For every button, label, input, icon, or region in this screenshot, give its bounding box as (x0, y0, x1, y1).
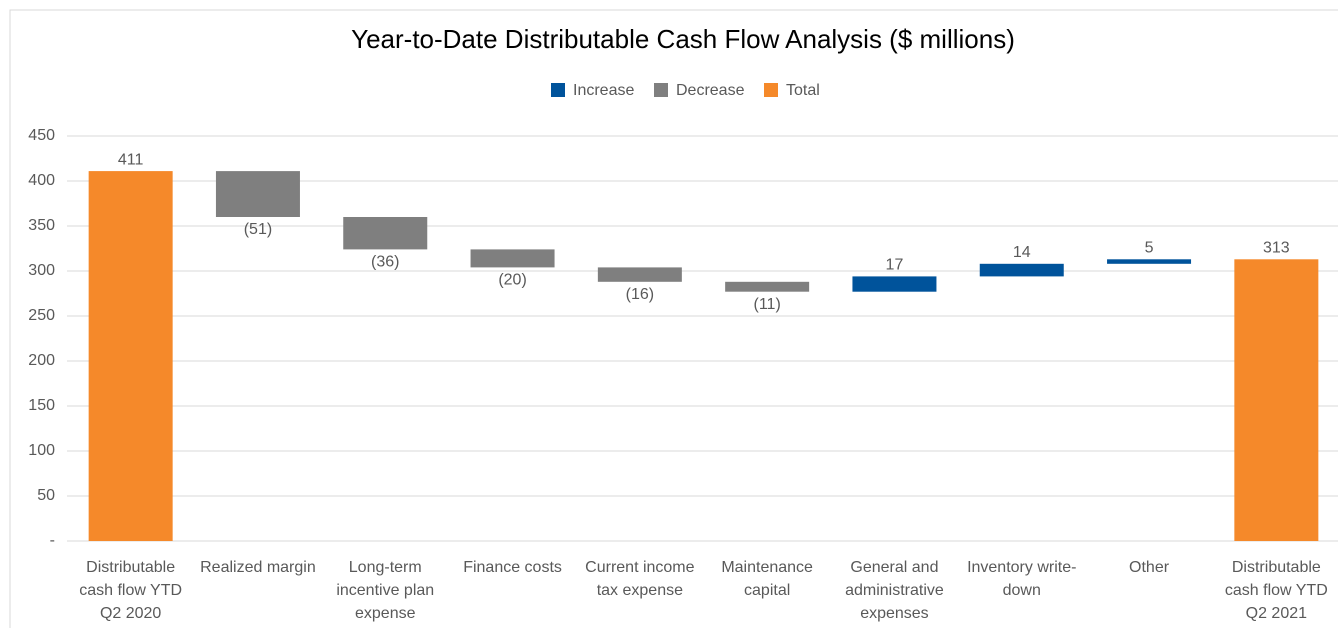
data-label: 5 (1145, 240, 1154, 257)
y-tick-label: 300 (28, 262, 55, 279)
legend-label: Total (786, 82, 820, 99)
legend-swatch (654, 83, 668, 97)
y-tick-label: 450 (28, 127, 55, 144)
x-tick-label: Maintenance capital (721, 559, 813, 599)
x-tick-label: Distributable cash flow YTD Q2 2020 (79, 559, 183, 622)
legend-swatch (764, 83, 778, 97)
data-label: 14 (1013, 244, 1031, 261)
bar (215, 171, 300, 217)
legend-swatch (551, 83, 565, 97)
bar (1234, 259, 1319, 541)
data-label: (20) (498, 272, 526, 289)
x-tick-label: Inventory write-down (967, 559, 1077, 599)
data-label: (16) (626, 286, 654, 303)
x-tick-label: Other (1129, 559, 1170, 576)
y-tick-label: - (50, 532, 55, 549)
x-tick-label: Finance costs (463, 559, 562, 576)
x-tick-label: Current income tax expense (585, 559, 695, 599)
chart-border (9, 9, 1338, 628)
x-tick-label: General and administrative expenses (845, 559, 944, 622)
bar (979, 263, 1064, 277)
data-label: 313 (1263, 240, 1290, 257)
bar (343, 217, 428, 250)
y-tick-label: 350 (28, 217, 55, 234)
bar (470, 249, 555, 268)
data-label: (36) (371, 254, 399, 271)
y-tick-label: 250 (28, 307, 55, 324)
x-tick-label: Distributable cash flow YTD Q2 2021 (1224, 559, 1328, 622)
y-tick-label: 200 (28, 352, 55, 369)
data-label: 411 (118, 151, 144, 168)
legend-label: Decrease (676, 82, 745, 99)
x-tick-label: Long-term incentive plan expense (336, 559, 435, 622)
bar (88, 171, 173, 541)
bar (852, 276, 937, 292)
bar (597, 267, 682, 282)
bar (725, 281, 810, 292)
data-label: 17 (886, 257, 904, 274)
y-tick-label: 150 (28, 397, 55, 414)
data-label: (11) (754, 296, 781, 313)
chart-title: Year-to-Date Distributable Cash Flow Ana… (351, 24, 1015, 54)
y-tick-label: 100 (28, 442, 55, 459)
data-label: (51) (244, 221, 272, 238)
y-tick-label: 400 (28, 172, 55, 189)
bar (1107, 259, 1192, 264)
legend-label: Increase (573, 82, 634, 99)
x-tick-label: Realized margin (200, 559, 316, 576)
y-tick-label: 50 (37, 487, 55, 504)
